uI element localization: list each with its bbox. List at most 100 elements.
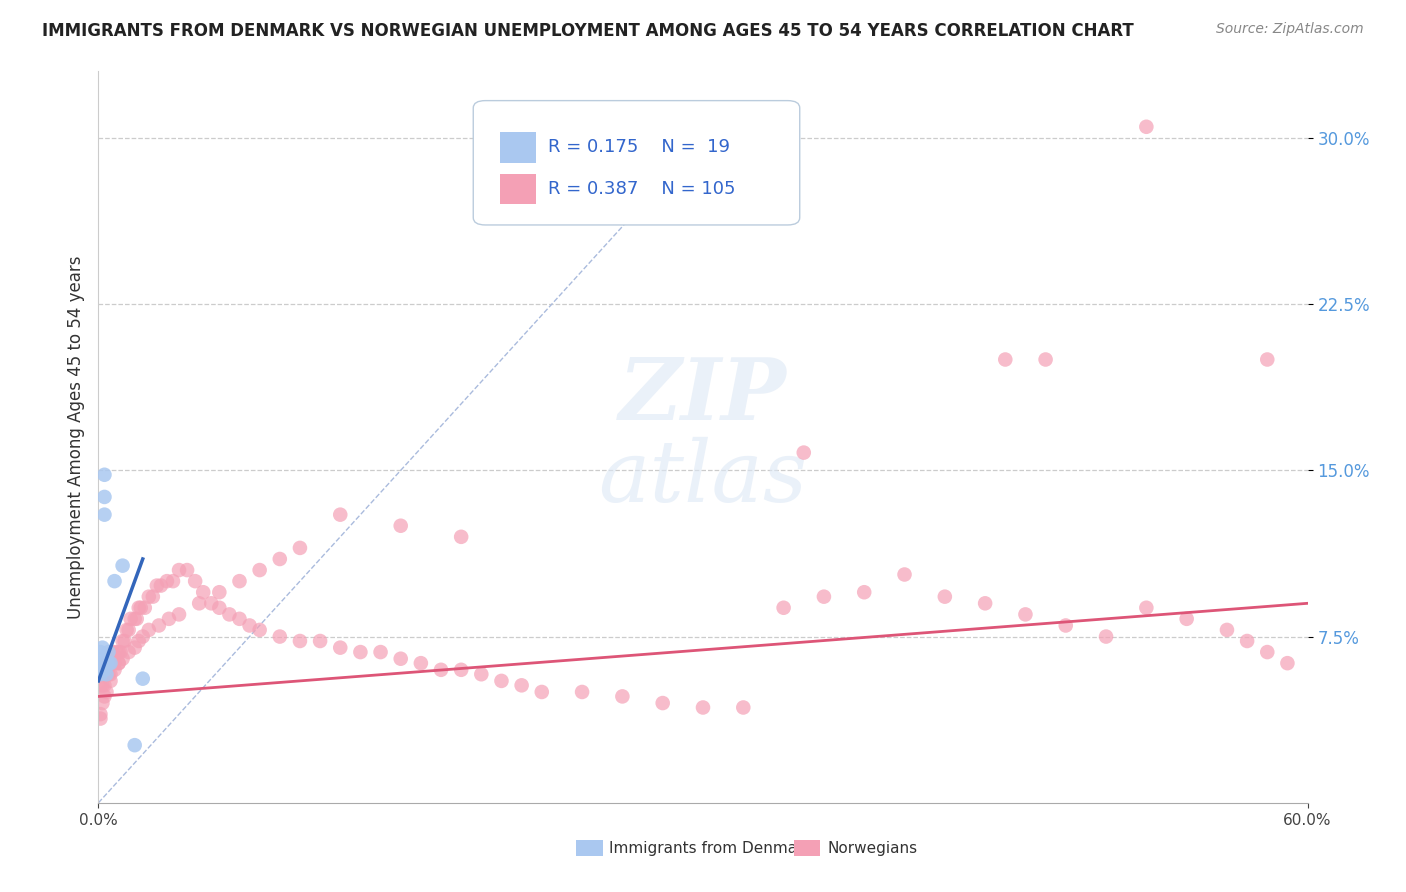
Point [125, 612, 148, 626]
Point [1135, 600, 1157, 615]
Point [93, 667, 115, 681]
Text: Source: ZipAtlas.com: Source: ZipAtlas.com [1216, 22, 1364, 37]
Point [101, 656, 124, 670]
Point [1135, 120, 1157, 134]
Point [134, 600, 156, 615]
Point [156, 574, 179, 589]
Point [994, 352, 1017, 367]
Point [138, 623, 160, 637]
Point [200, 596, 222, 610]
Point [409, 656, 432, 670]
Point [96, 667, 118, 681]
Text: IMMIGRANTS FROM DENMARK VS NORWEGIAN UNEMPLOYMENT AMONG AGES 45 TO 54 YEARS CORR: IMMIGRANTS FROM DENMARK VS NORWEGIAN UNE… [42, 22, 1133, 40]
Point [89, 645, 111, 659]
Point [813, 590, 835, 604]
Point [389, 518, 412, 533]
Point [101, 645, 124, 659]
FancyBboxPatch shape [474, 101, 800, 225]
Point [120, 612, 142, 626]
Point [389, 651, 412, 665]
Text: R = 0.175    N =  19: R = 0.175 N = 19 [548, 138, 730, 156]
Point [167, 607, 190, 622]
Point [89, 656, 111, 670]
Point [103, 663, 125, 677]
Point [193, 585, 215, 599]
Point [96, 656, 118, 670]
Bar [576, 840, 603, 856]
Point [100, 656, 122, 670]
Point [96, 685, 118, 699]
Point [571, 685, 593, 699]
Point [288, 541, 311, 555]
Point [93, 690, 115, 704]
Point [1256, 645, 1278, 659]
Point [110, 645, 132, 659]
Point [1014, 607, 1036, 622]
Point [100, 667, 122, 681]
Point [91, 640, 114, 655]
Point [651, 696, 673, 710]
Point [93, 490, 115, 504]
Point [733, 700, 755, 714]
Point [249, 623, 271, 637]
Point [157, 612, 180, 626]
Point [96, 656, 118, 670]
Bar [501, 174, 536, 204]
Point [974, 596, 997, 610]
Point [772, 600, 794, 615]
Point [692, 700, 714, 714]
Point [89, 707, 111, 722]
Point [269, 552, 291, 566]
Point [91, 696, 114, 710]
Point [124, 738, 146, 752]
Point [93, 678, 115, 692]
Point [893, 567, 915, 582]
Point [100, 673, 122, 688]
Point [93, 663, 115, 677]
Point [100, 656, 122, 670]
Point [97, 645, 120, 659]
Point [934, 590, 956, 604]
Point [107, 645, 129, 659]
Point [1095, 630, 1118, 644]
Point [208, 600, 231, 615]
Point [89, 667, 111, 681]
Point [370, 645, 392, 659]
Point [167, 563, 190, 577]
Point [1277, 656, 1299, 670]
Point [103, 656, 125, 670]
Point [218, 607, 240, 622]
Point [184, 574, 207, 589]
Point [288, 634, 311, 648]
Point [97, 656, 120, 670]
Point [93, 467, 115, 482]
Point [89, 678, 111, 692]
Point [107, 656, 129, 670]
Point [118, 623, 141, 637]
Point [491, 673, 513, 688]
Text: ZIP: ZIP [619, 353, 787, 437]
Point [450, 530, 472, 544]
Point [132, 672, 155, 686]
Point [128, 600, 150, 615]
Bar [501, 132, 536, 163]
Point [93, 508, 115, 522]
Point [89, 712, 111, 726]
Point [249, 563, 271, 577]
Point [228, 612, 250, 626]
Point [105, 645, 128, 659]
Text: atlas: atlas [599, 437, 807, 520]
Point [124, 640, 146, 655]
Point [176, 563, 198, 577]
Point [138, 590, 160, 604]
Point [208, 585, 231, 599]
Point [91, 678, 114, 692]
Point [115, 623, 138, 637]
Point [530, 685, 553, 699]
Point [96, 667, 118, 681]
Point [450, 663, 472, 677]
Point [132, 630, 155, 644]
Text: R = 0.387    N = 105: R = 0.387 N = 105 [548, 180, 735, 198]
Point [430, 663, 453, 677]
Point [1256, 352, 1278, 367]
